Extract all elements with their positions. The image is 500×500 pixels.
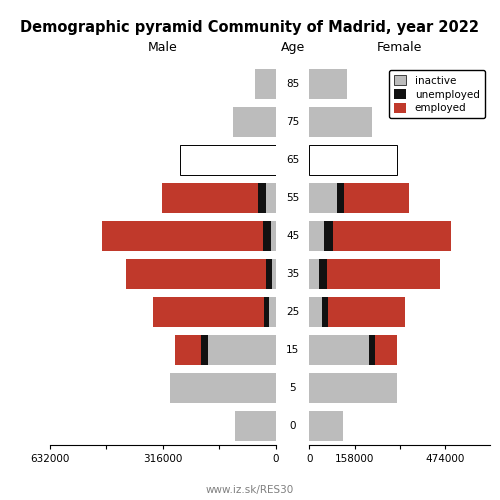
Bar [310,297,322,327]
Text: Age: Age [280,40,304,54]
Text: 35: 35 [286,269,299,279]
Bar [319,259,328,289]
Legend: inactive, unemployed, employed: inactive, unemployed, employed [388,70,485,118]
Text: 65: 65 [286,155,299,165]
Text: 85: 85 [286,79,299,89]
Bar [272,259,276,289]
Text: 0: 0 [290,421,296,431]
Bar [328,259,440,289]
Bar [310,107,372,137]
Bar [324,221,334,251]
Bar [344,183,410,213]
Bar [310,373,398,403]
Text: 15: 15 [286,345,299,355]
Bar [310,69,347,99]
Bar [126,259,266,289]
Bar [102,221,263,251]
Bar [264,297,269,327]
Bar [322,297,328,327]
Bar [153,297,264,327]
Text: www.iz.sk/RES30: www.iz.sk/RES30 [206,485,294,495]
Bar [270,221,276,251]
Bar [310,183,338,213]
Bar [208,335,276,365]
Bar [258,183,266,213]
Bar [310,411,343,441]
Bar [310,259,319,289]
Text: 45: 45 [286,231,299,241]
Bar [269,297,276,327]
Bar [234,411,276,441]
Bar [310,221,324,251]
Bar [334,221,450,251]
Bar [266,259,272,289]
Bar [374,335,397,365]
Bar [263,221,270,251]
Bar [255,69,276,99]
Bar [174,335,202,365]
Text: Demographic pyramid Community of Madrid, year 2022: Demographic pyramid Community of Madrid,… [20,20,479,35]
Bar [180,145,276,175]
Bar [310,335,370,365]
Bar [180,145,276,175]
Text: 75: 75 [286,117,299,127]
Bar [338,183,344,213]
Text: 5: 5 [290,383,296,393]
Text: Male: Male [148,40,178,54]
Bar [162,183,258,213]
Text: Female: Female [377,40,422,54]
Bar [233,107,276,137]
Bar [310,145,396,175]
Bar [202,335,208,365]
Text: 55: 55 [286,193,299,203]
Bar [170,373,276,403]
Bar [370,335,374,365]
Bar [310,145,396,175]
Text: 25: 25 [286,307,299,317]
Bar [266,183,276,213]
Bar [328,297,406,327]
